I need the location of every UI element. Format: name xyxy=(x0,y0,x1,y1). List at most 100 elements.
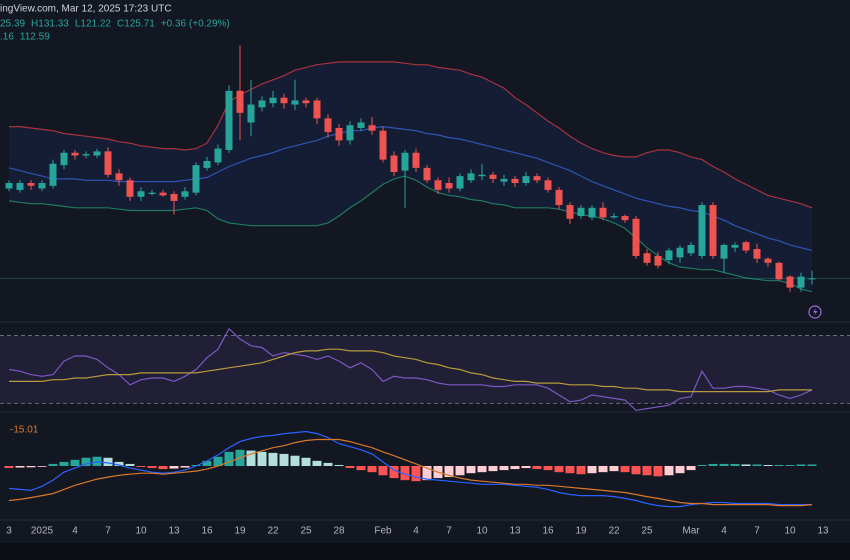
histogram-bar xyxy=(323,462,333,466)
x-tick-label: 16 xyxy=(201,526,213,537)
x-tick-label: 19 xyxy=(575,526,587,537)
candle-body xyxy=(764,258,772,263)
histogram-bar xyxy=(268,452,278,466)
histogram-bar xyxy=(543,466,553,471)
x-tick-label: 10 xyxy=(135,526,147,537)
histogram-bar xyxy=(356,466,366,471)
x-tick-label: Mar xyxy=(682,526,700,537)
candle-body xyxy=(500,178,508,182)
x-tick-label: 22 xyxy=(267,526,279,537)
candle-body xyxy=(511,178,519,184)
histogram-bar xyxy=(686,466,696,471)
alert-icon[interactable] xyxy=(808,305,822,319)
histogram-bar xyxy=(455,466,465,476)
candle-body xyxy=(379,130,387,160)
histogram-bar xyxy=(125,463,135,466)
candle-body xyxy=(577,207,585,217)
x-tick-label: 2025 xyxy=(31,526,54,537)
candle-body xyxy=(335,127,343,141)
histogram-bar xyxy=(785,464,795,466)
histogram-bar xyxy=(730,463,740,466)
x-tick-label: 3 xyxy=(6,526,12,537)
legend-value: H131.33 xyxy=(31,19,69,30)
histogram-bar xyxy=(554,466,564,473)
legend-value: L121.22 xyxy=(75,19,112,30)
histogram-bar xyxy=(290,455,300,466)
candle-body xyxy=(93,151,101,156)
histogram-bar xyxy=(136,466,146,468)
candle-body xyxy=(643,253,651,263)
chart-title: ingView.com, Mar 12, 2025 17:23 UTC xyxy=(0,4,172,15)
candle-body xyxy=(742,242,750,251)
candle-body xyxy=(137,191,145,197)
candle-body xyxy=(808,278,816,280)
candle-body xyxy=(181,191,189,197)
histogram-bar xyxy=(48,463,58,466)
candle-body xyxy=(720,244,728,259)
candle-body xyxy=(654,255,662,266)
candle-body xyxy=(148,192,156,195)
candle-body xyxy=(280,97,288,104)
candle-body xyxy=(324,118,332,133)
x-tick-label: 16 xyxy=(542,526,554,537)
histogram-bar xyxy=(499,466,509,471)
candle-body xyxy=(159,192,167,196)
candle-body xyxy=(60,152,68,166)
legend-value: .16 xyxy=(0,32,14,43)
histogram-bar xyxy=(477,466,487,473)
candle-body xyxy=(753,249,761,259)
legend-value: +0.36 (+0.29%) xyxy=(161,19,230,30)
candle-body xyxy=(621,216,629,221)
histogram-bar xyxy=(664,466,674,476)
candle-body xyxy=(104,151,112,175)
histogram-bar xyxy=(70,459,80,466)
candle-body xyxy=(82,154,90,156)
alert-bolt xyxy=(813,308,818,316)
x-tick-label: 4 xyxy=(413,526,419,537)
x-tick-label: 19 xyxy=(234,526,246,537)
histogram-bar xyxy=(147,466,157,469)
candle-body xyxy=(203,161,211,168)
histogram-bar xyxy=(224,451,234,466)
candle-body xyxy=(522,176,530,184)
macd-legend-value: -15.01 xyxy=(10,425,39,436)
candle-body xyxy=(390,155,398,173)
histogram-bar xyxy=(169,466,179,469)
histogram-bar xyxy=(389,466,399,479)
histogram-bar xyxy=(400,466,410,481)
candle-body xyxy=(467,173,475,181)
x-tick-label: 4 xyxy=(72,526,78,537)
histogram-bar xyxy=(719,463,729,466)
histogram-bar xyxy=(532,466,542,470)
x-tick-label: 10 xyxy=(784,526,796,537)
histogram-bar xyxy=(103,457,113,466)
candle-body xyxy=(225,90,233,150)
histogram-bar xyxy=(158,466,168,470)
histogram-bar xyxy=(796,464,806,466)
indicator-line xyxy=(8,125,813,251)
histogram-bar xyxy=(301,457,311,466)
x-tick-label: 7 xyxy=(446,526,452,537)
x-tick-label: 13 xyxy=(509,526,521,537)
candle-body xyxy=(797,276,805,288)
candle-body xyxy=(687,244,695,254)
histogram-bar xyxy=(81,457,91,466)
x-tick-label: 13 xyxy=(168,526,180,537)
candle-body xyxy=(357,122,365,128)
histogram-bar xyxy=(598,466,608,473)
x-tick-label: 22 xyxy=(608,526,620,537)
candle-body xyxy=(775,262,783,280)
indicator-line xyxy=(8,430,812,508)
histogram-bar xyxy=(180,466,190,468)
candle-body xyxy=(610,216,618,218)
candle-body xyxy=(71,152,79,156)
histogram-bar xyxy=(675,466,685,474)
x-tick-label: 25 xyxy=(300,526,312,537)
candle-body xyxy=(368,125,376,131)
histogram-bar xyxy=(59,461,69,466)
histogram-bar xyxy=(15,466,25,468)
indicator-line xyxy=(8,438,813,507)
candle-body xyxy=(456,176,464,189)
candle-body xyxy=(489,174,497,179)
